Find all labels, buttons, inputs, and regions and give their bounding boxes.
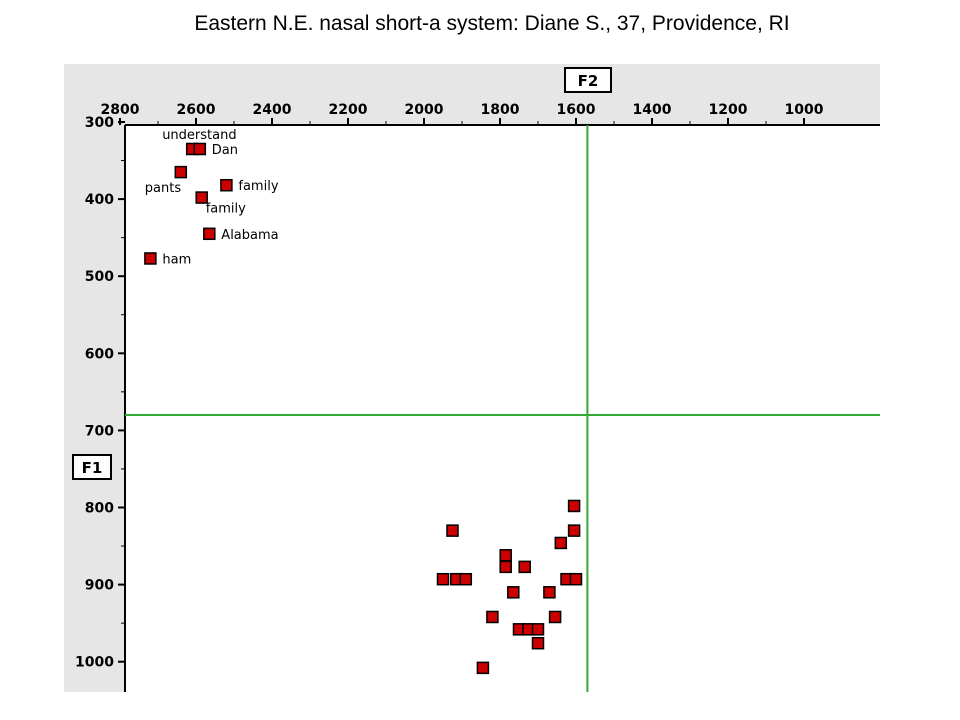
reference-lines bbox=[125, 125, 880, 692]
point-label: pants bbox=[145, 181, 182, 196]
point-label: family bbox=[206, 202, 246, 217]
data-point bbox=[459, 572, 473, 586]
x-tick-label: 1000 bbox=[785, 102, 824, 118]
point-label: Dan bbox=[212, 143, 238, 158]
plot-area bbox=[125, 125, 880, 692]
data-point bbox=[486, 610, 499, 624]
x-tick-label: 1800 bbox=[481, 102, 520, 118]
x-axis-label-box bbox=[564, 67, 612, 93]
data-point bbox=[569, 572, 583, 586]
data-point bbox=[518, 560, 531, 574]
x-tick-label: 1600 bbox=[557, 102, 596, 118]
data-point bbox=[499, 549, 512, 562]
point-label: family bbox=[238, 179, 278, 194]
axes: 2800 2600 2400 2200 2000 1800 1600 1400 1200 1000… bbox=[72, 67, 880, 692]
point-label: Alabama bbox=[221, 228, 278, 243]
y-tick-label: 600 bbox=[85, 346, 114, 362]
data-point bbox=[567, 524, 581, 537]
data-point bbox=[203, 227, 216, 241]
data-point bbox=[193, 142, 207, 156]
data-point bbox=[554, 536, 568, 550]
y-tick-label: 400 bbox=[85, 192, 114, 208]
y-tick-label: 500 bbox=[85, 269, 114, 285]
data-point bbox=[144, 252, 157, 265]
slide-title: Eastern N.E. nasal short-a system: Diane… bbox=[194, 12, 790, 35]
x-tick-label: 2400 bbox=[253, 102, 292, 118]
y-axis-label-box bbox=[72, 454, 112, 480]
x-tick-label: 2000 bbox=[405, 102, 444, 118]
x-tick-label: 1400 bbox=[633, 102, 672, 118]
data-point bbox=[174, 165, 188, 179]
point-label: ham bbox=[162, 252, 191, 267]
y-tick-label: 800 bbox=[85, 501, 114, 517]
data-point bbox=[531, 636, 545, 650]
data-point bbox=[543, 586, 556, 599]
data-point bbox=[531, 623, 545, 636]
data-point bbox=[446, 524, 459, 537]
y-axis-label: F1 bbox=[72, 454, 112, 480]
data-point bbox=[436, 572, 450, 586]
data-point bbox=[499, 560, 512, 574]
data-point bbox=[507, 586, 520, 599]
y-tick-label: 900 bbox=[85, 578, 114, 594]
data-point bbox=[567, 499, 581, 513]
data-point bbox=[476, 661, 490, 675]
data-point bbox=[548, 610, 562, 624]
y-tick-label: 300 bbox=[85, 115, 114, 131]
x-axis-label-text: F2 bbox=[578, 72, 599, 90]
x-axis-label: F2 bbox=[564, 67, 612, 93]
x-tick-label: 1200 bbox=[709, 102, 748, 118]
data-point bbox=[220, 178, 233, 192]
data-points bbox=[144, 142, 583, 675]
y-tick-label: 700 bbox=[85, 423, 114, 439]
y-axis-label-text: F1 bbox=[82, 459, 103, 477]
data-point bbox=[195, 191, 208, 204]
x-tick-label: 2200 bbox=[329, 102, 368, 118]
x-tick-label: 2800 bbox=[101, 102, 140, 118]
x-tick-label: 2600 bbox=[177, 102, 216, 118]
y-tick-label: 1000 bbox=[75, 655, 114, 671]
point-label: understand bbox=[162, 128, 236, 143]
